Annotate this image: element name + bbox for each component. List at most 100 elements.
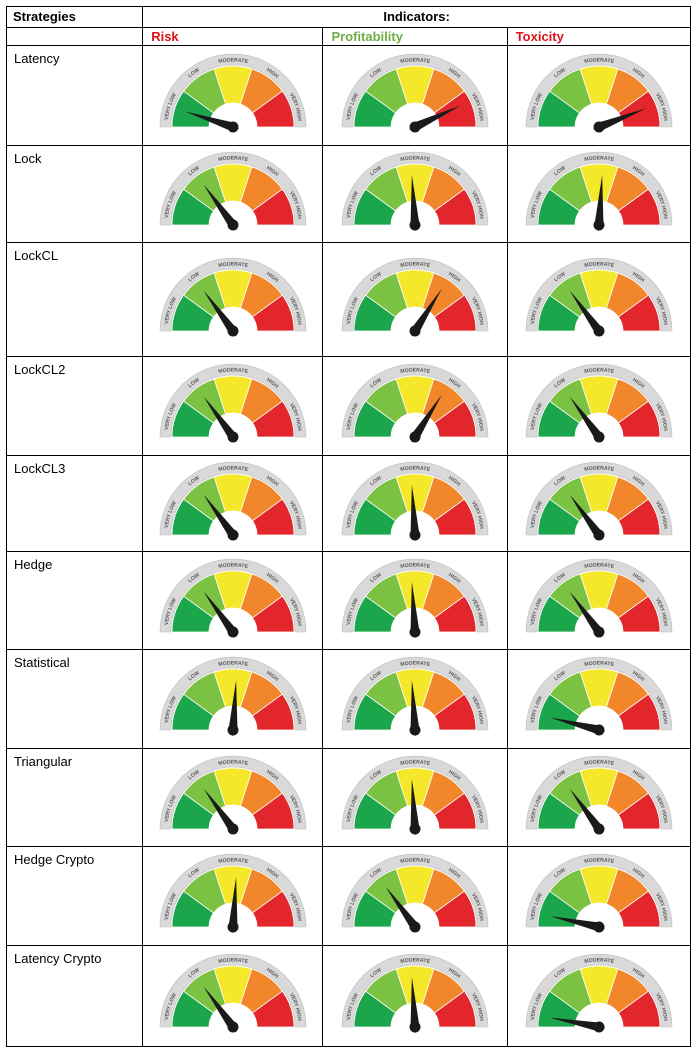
gauge-rim — [159, 151, 307, 226]
gauge-rim — [525, 953, 673, 1028]
gauge-label-moderate: MODERATE — [584, 465, 615, 473]
gauge-rim — [525, 461, 673, 535]
strategy-name: LockCL2 — [5, 356, 144, 456]
gauge-needle — [410, 175, 420, 231]
strategy-name: Latency — [5, 45, 144, 146]
toxicity-gauge-cell: VERY LOW LOW MODERATE HIGH VERY HIGH — [506, 649, 692, 749]
gauge-needle — [569, 788, 603, 834]
gauge-label-moderate: MODERATE — [584, 367, 615, 375]
strategy-row: Latency VERY LOW LOW MODERATE HIGH VERY HIGH V… — [5, 45, 692, 146]
profitability-gauge-cell: VERY LOW LOW MODERATE HIGH VERY HIGH — [322, 455, 508, 552]
strategy-name: Statistical — [5, 649, 144, 749]
gauge-needle — [409, 105, 461, 131]
gauge-needle — [410, 484, 420, 541]
toxicity-gauge-cell: VERY LOW LOW MODERATE HIGH VERY HIGH — [506, 145, 692, 243]
gauge-needle-pivot — [593, 823, 605, 834]
gauge-rim — [525, 656, 673, 731]
strategy-row: Triangular VERY LOW LOW MODERATE HIGH VERY HI… — [5, 748, 692, 847]
gauge-needle-pivot — [593, 431, 605, 443]
gauge-needle — [410, 581, 420, 638]
gauge-needle-pivot — [409, 823, 421, 834]
gauge-needle — [203, 788, 237, 834]
gauge-label-moderate: MODERATE — [218, 465, 249, 473]
gauge-label-moderate: MODERATE — [584, 562, 615, 570]
risk-gauge-cell: VERY LOW LOW MODERATE HIGH VERY HIGH — [142, 145, 324, 243]
gauge-rim — [341, 151, 489, 226]
gauge-rim — [159, 853, 307, 928]
gauge-label-moderate: MODERATE — [400, 759, 431, 767]
gauge-needle-pivot — [227, 823, 239, 834]
gauge-needle — [550, 916, 605, 932]
profitability-gauge-cell: VERY LOW LOW MODERATE HIGH VERY HIGH — [322, 846, 508, 946]
gauge-rim — [159, 953, 307, 1028]
gauge-label-moderate: MODERATE — [400, 465, 431, 473]
risk-header: Risk — [142, 27, 324, 46]
strategy-indicator-table: Strategies Indicators: Risk Profitabilit… — [5, 6, 692, 1047]
gauge-rim — [525, 151, 673, 226]
strategies-header: Strategies — [5, 6, 144, 28]
gauge-label-moderate: MODERATE — [218, 57, 249, 65]
risk-gauge-cell: VERY LOW LOW MODERATE HIGH VERY HIGH — [142, 945, 324, 1047]
toxicity-gauge-cell: VERY LOW LOW MODERATE HIGH VERY HIGH — [506, 748, 692, 847]
gauge-label-moderate: MODERATE — [400, 562, 431, 570]
gauge-needle — [203, 591, 237, 637]
toxicity-gauge-cell: VERY LOW LOW MODERATE HIGH VERY HIGH — [506, 455, 692, 552]
risk-gauge-cell: VERY LOW LOW MODERATE HIGH VERY HIGH — [142, 748, 324, 847]
gauge-needle — [549, 1017, 605, 1032]
gauge-hub — [574, 1003, 623, 1027]
gauge-needle — [569, 591, 603, 637]
gauge-needle-pivot — [409, 724, 421, 736]
gauge-needle — [203, 290, 237, 336]
gauge-rim — [341, 755, 489, 829]
gauge-needle-pivot — [409, 121, 421, 132]
gauge-needle — [410, 977, 420, 1033]
gauge-label-moderate: MODERATE — [218, 759, 249, 767]
profitability-header: Profitability — [322, 27, 508, 46]
gauge-rim — [525, 853, 673, 928]
gauge-label-moderate: MODERATE — [218, 562, 249, 570]
gauge-needle-pivot — [593, 219, 605, 231]
gauge-needle-pivot — [593, 529, 605, 540]
gauge-needle — [411, 288, 442, 336]
gauge-needle-pivot — [409, 529, 421, 540]
gauge-label-moderate: MODERATE — [584, 155, 615, 163]
strategy-row: LockCL VERY LOW LOW MODERATE HIGH VERY HIGH VE… — [5, 242, 692, 357]
profitability-gauge-cell: VERY LOW LOW MODERATE HIGH VERY HIGH — [322, 945, 508, 1047]
gauge-rim — [341, 461, 489, 535]
profitability-gauge-cell: VERY LOW LOW MODERATE HIGH VERY HIGH — [322, 649, 508, 749]
gauge-rim — [525, 53, 673, 127]
gauge-rim — [341, 363, 489, 438]
risk-gauge-cell: VERY LOW LOW MODERATE HIGH VERY HIGH — [142, 649, 324, 749]
gauge-rim — [159, 53, 307, 127]
profitability-gauge-cell: VERY LOW LOW MODERATE HIGH VERY HIGH — [322, 45, 508, 146]
gauge-needle — [410, 680, 420, 736]
strategy-row: Lock VERY LOW LOW MODERATE HIGH VERY HIGH VERY… — [5, 145, 692, 243]
gauge-label-moderate: MODERATE — [584, 957, 615, 965]
gauge-needle — [228, 877, 238, 933]
gauge-rim — [159, 257, 307, 331]
gauge-rim — [525, 558, 673, 632]
gauge-needle — [569, 396, 603, 442]
gauge-needle-pivot — [409, 431, 421, 443]
toxicity-gauge-cell: VERY LOW LOW MODERATE HIGH VERY HIGH — [506, 356, 692, 456]
gauge-needle-pivot — [409, 626, 421, 637]
strategy-name: Hedge Crypto — [5, 846, 144, 946]
gauge-label-moderate: MODERATE — [584, 57, 615, 65]
gauge-rim — [525, 257, 673, 331]
